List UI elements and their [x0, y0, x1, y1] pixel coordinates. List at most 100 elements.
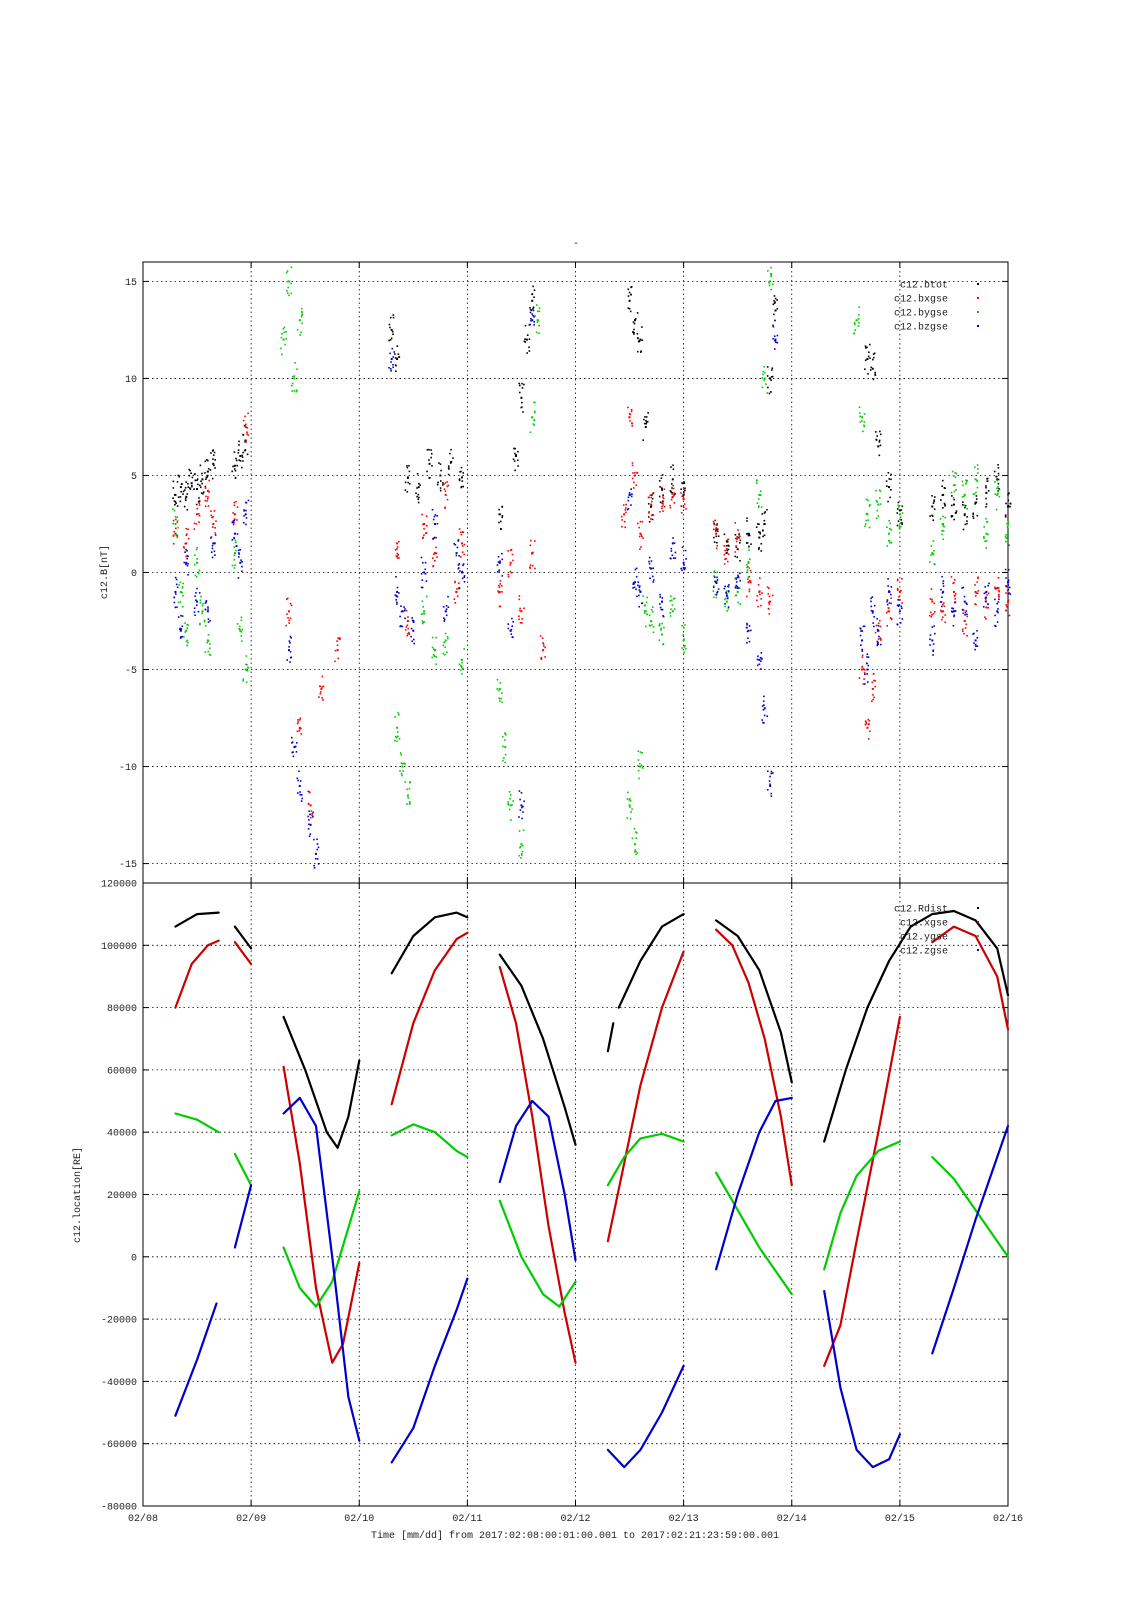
data-point: [636, 472, 639, 474]
data-point: [178, 584, 180, 586]
data-point: [463, 580, 466, 583]
data-point: [457, 564, 460, 566]
data-point: [461, 480, 464, 482]
data-point: [396, 601, 398, 604]
data-point: [898, 527, 901, 529]
data-point: [932, 502, 935, 504]
data-point: [238, 444, 240, 446]
data-point: [671, 604, 674, 606]
data-point: [406, 466, 409, 469]
data-point: [203, 620, 206, 623]
data-point: [858, 677, 861, 679]
data-point: [521, 817, 523, 820]
data-point: [297, 719, 299, 721]
data-point: [898, 610, 901, 613]
data-point: [876, 643, 879, 645]
data-point: [460, 466, 463, 469]
data-point: [934, 632, 936, 635]
data-point: [513, 460, 516, 462]
data-point: [194, 554, 196, 556]
data-point: [638, 605, 640, 608]
data-point: [897, 501, 900, 504]
data-point: [890, 478, 892, 481]
data-point: [394, 739, 396, 742]
data-point: [861, 650, 864, 652]
data-point: [966, 479, 969, 482]
data-point: [983, 537, 985, 540]
x-tick-label: 02/14: [777, 1513, 807, 1525]
data-point: [869, 730, 871, 733]
data-point: [300, 307, 303, 310]
data-point: [716, 544, 719, 547]
data-point: [673, 492, 675, 494]
data-point: [761, 377, 764, 379]
data-point: [997, 464, 999, 466]
data-point: [196, 513, 199, 516]
data-point: [727, 585, 729, 588]
data-point: [296, 328, 299, 331]
data-point: [518, 382, 520, 385]
data-point: [872, 356, 875, 359]
data-point: [670, 498, 673, 501]
data-point: [207, 606, 209, 608]
data-point: [901, 512, 904, 514]
data-point: [896, 524, 899, 527]
data-point: [952, 590, 955, 593]
data-point: [339, 638, 341, 641]
data-point: [868, 719, 871, 722]
data-point: [863, 672, 866, 674]
data-point: [629, 800, 632, 802]
data-point: [631, 331, 634, 333]
data-point: [231, 564, 234, 567]
data-point: [640, 764, 643, 767]
data-point: [194, 574, 197, 577]
data-point: [953, 581, 955, 584]
data-point: [214, 459, 217, 461]
data-point: [207, 640, 210, 642]
data-point: [671, 492, 673, 494]
data-point: [932, 649, 934, 652]
data-point: [712, 528, 715, 531]
data-point: [886, 485, 888, 487]
data-point: [239, 561, 242, 564]
y-tick-label: 0: [131, 569, 137, 580]
data-point: [457, 582, 460, 585]
data-point: [499, 605, 502, 608]
data-point: [776, 341, 779, 344]
data-point: [181, 615, 184, 617]
data-point: [204, 485, 207, 488]
data-point: [636, 332, 639, 335]
data-point: [672, 537, 674, 539]
data-point: [295, 751, 298, 753]
data-point: [658, 623, 661, 625]
data-point: [648, 560, 650, 563]
data-point: [296, 722, 299, 725]
data-point: [659, 596, 662, 598]
data-point: [680, 567, 683, 570]
data-point: [536, 310, 539, 313]
data-point: [870, 600, 872, 603]
data-point: [528, 350, 531, 352]
data-point: [630, 410, 633, 413]
data-point: [531, 564, 534, 567]
data-point: [735, 594, 738, 597]
data-point: [628, 299, 631, 302]
data-point: [635, 853, 637, 856]
data-point: [396, 357, 398, 360]
data-point: [418, 496, 420, 499]
data-point: [627, 295, 630, 297]
data-point: [403, 610, 406, 612]
data-point: [434, 514, 437, 516]
data-point: [673, 542, 676, 544]
data-point: [868, 505, 871, 507]
data-point: [767, 601, 770, 604]
data-point: [760, 604, 762, 607]
data-point: [458, 663, 461, 666]
data-point: [396, 603, 398, 605]
data-point: [770, 379, 772, 382]
data-point: [297, 779, 299, 782]
data-point: [861, 666, 863, 668]
data-point: [416, 473, 419, 475]
series-line-segment: [390, 911, 469, 975]
data-point: [953, 614, 956, 617]
